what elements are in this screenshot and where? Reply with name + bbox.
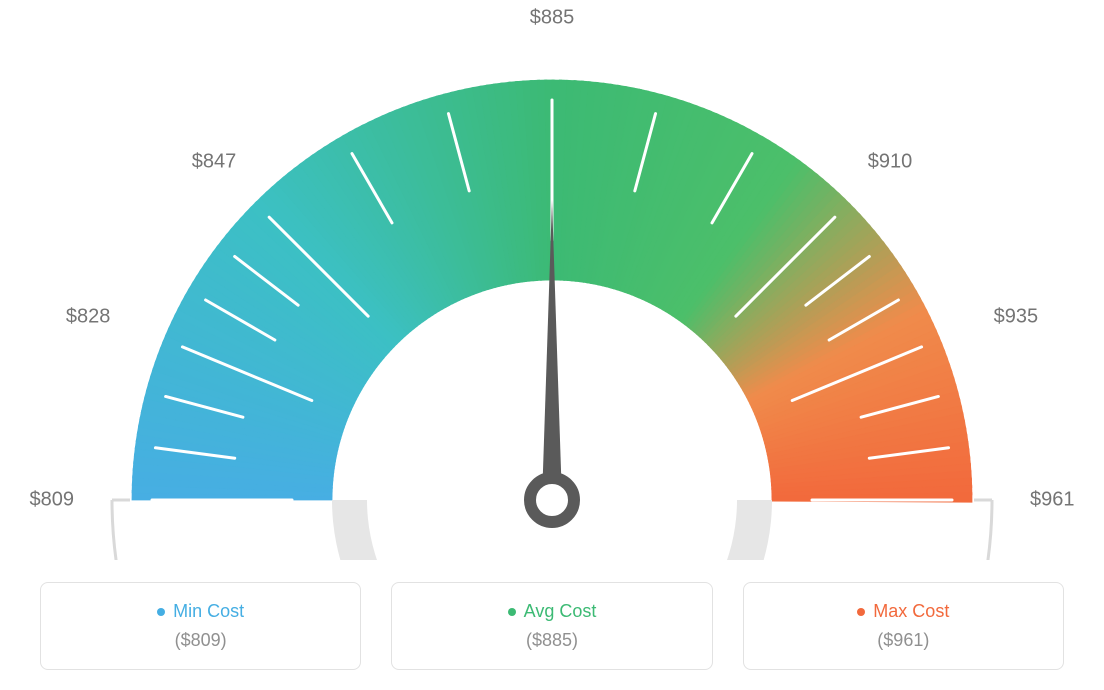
max-cost-value: ($961) — [754, 630, 1053, 651]
svg-text:$847: $847 — [192, 150, 237, 172]
max-cost-label-row: Max Cost — [857, 601, 949, 622]
svg-text:$885: $885 — [530, 6, 575, 28]
min-cost-label-row: Min Cost — [157, 601, 244, 622]
avg-cost-label-row: Avg Cost — [508, 601, 597, 622]
avg-cost-value: ($885) — [402, 630, 701, 651]
avg-cost-card: Avg Cost ($885) — [391, 582, 712, 670]
svg-text:$961: $961 — [1030, 488, 1075, 510]
avg-cost-label: Avg Cost — [524, 601, 597, 622]
gauge-area: $809 $828 $847 $885 $910 $935 $961 — [0, 0, 1104, 560]
min-dot-icon — [157, 608, 165, 616]
summary-cards: Min Cost ($809) Avg Cost ($885) Max Cost… — [40, 582, 1064, 670]
svg-text:$910: $910 — [868, 150, 913, 172]
min-cost-card: Min Cost ($809) — [40, 582, 361, 670]
min-cost-value: ($809) — [51, 630, 350, 651]
avg-dot-icon — [508, 608, 516, 616]
svg-text:$828: $828 — [66, 305, 111, 327]
gauge-svg: $809 $828 $847 $885 $910 $935 $961 — [0, 0, 1104, 560]
svg-text:$809: $809 — [30, 488, 75, 510]
max-cost-label: Max Cost — [873, 601, 949, 622]
min-cost-label: Min Cost — [173, 601, 244, 622]
gauge-chart-container: $809 $828 $847 $885 $910 $935 $961 Min Cost ($… — [0, 0, 1104, 690]
max-dot-icon — [857, 608, 865, 616]
svg-text:$935: $935 — [994, 305, 1039, 327]
max-cost-card: Max Cost ($961) — [743, 582, 1064, 670]
